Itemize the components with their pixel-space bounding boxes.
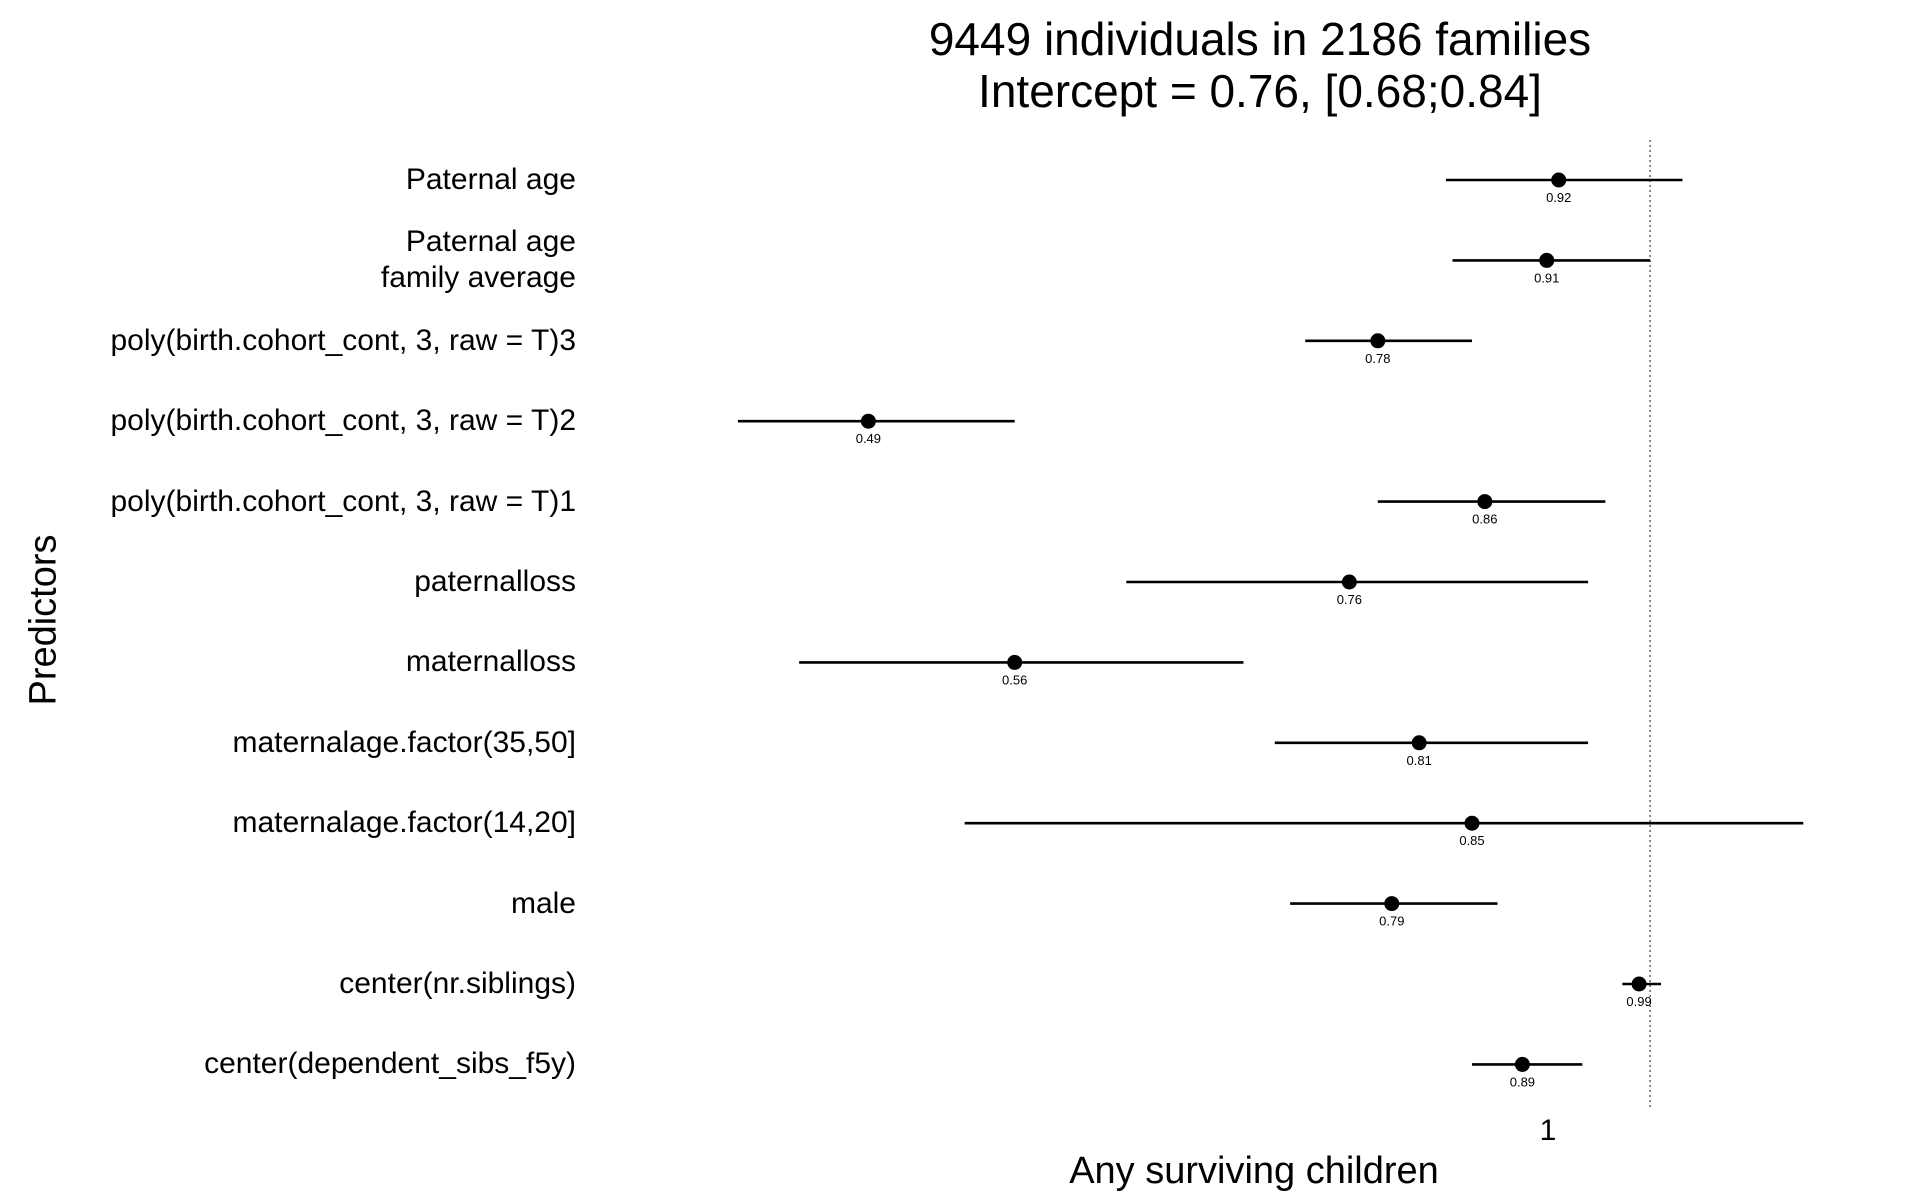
x-tick-label: 1 [1539,1114,1557,1147]
y-axis-label: Predictors [22,534,65,706]
estimate-point [1514,1056,1530,1072]
predictor-label-line: center(nr.siblings) [339,967,576,1000]
predictor-label-line: center(dependent_sibs_f5y) [204,1047,576,1081]
predictor-label: paternalloss [414,564,576,600]
predictor-label: Paternal age [406,162,576,198]
chart-subtitle: Intercept = 0.76, [0.68;0.84] [978,65,1542,117]
value-label: 0.85 [1459,833,1484,848]
x-axis-label: Any surviving children [1069,1150,1439,1192]
value-label: 0.76 [1337,592,1362,607]
estimate-point [1551,172,1567,188]
estimate-point [860,413,876,429]
value-label: 0.92 [1546,190,1571,205]
predictor-label: maternalage.factor(14,20] [232,805,576,841]
predictor-label-line: Paternal age [405,163,576,196]
predictor-label: maternalloss [406,644,576,680]
chart-title: 9449 individuals in 2186 families [928,13,1592,65]
predictor-label-line: paternalloss [414,565,576,598]
predictor-label: male [511,886,576,922]
estimate-point [1631,976,1647,992]
estimate-point [1539,252,1555,268]
estimate-point [1411,735,1427,751]
predictor-label-line: poly(birth.cohort_cont, 3, raw = T)3 [110,323,577,357]
estimate-point [1370,333,1386,349]
predictor-label-line: male [510,886,576,920]
value-label: 0.99 [1626,994,1651,1009]
predictor-label-line: family average [380,261,576,295]
value-label: 0.78 [1365,351,1390,366]
predictor-label-line: Paternal age [405,225,576,259]
estimate-point [1384,896,1400,912]
predictor-label: poly(birth.cohort_cont, 3, raw = T)2 [111,403,577,439]
predictor-label-line: maternalloss [405,645,576,679]
estimate-point [1341,574,1357,590]
value-label: 0.86 [1472,512,1497,527]
value-label: 0.91 [1534,270,1559,285]
value-label: 0.56 [1002,672,1027,687]
predictor-label: Paternal age family average [381,224,576,296]
value-label: 0.49 [856,431,881,446]
predictor-label: poly(birth.cohort_cont, 3, raw = T)1 [111,484,577,520]
predictor-label-line: poly(birth.cohort_cont, 3, raw = T)1 [110,484,577,518]
predictor-label-line: maternalage.factor(14,20] [232,806,576,840]
predictor-label: poly(birth.cohort_cont, 3, raw = T)3 [111,323,577,359]
value-label: 0.79 [1379,914,1404,929]
predictor-label: center(dependent_sibs_f5y) [204,1046,576,1082]
predictor-label-line: poly(birth.cohort_cont, 3, raw = T)2 [110,404,577,438]
predictor-label: center(nr.siblings) [339,966,576,1002]
estimate-point [1464,815,1480,831]
predictor-label: maternalage.factor(35,50] [232,725,576,761]
value-label: 0.89 [1510,1074,1535,1089]
value-label: 0.81 [1407,753,1432,768]
predictor-label-line: maternalage.factor(35,50] [232,725,576,759]
estimate-point [1007,654,1023,670]
estimate-point [1477,494,1493,510]
